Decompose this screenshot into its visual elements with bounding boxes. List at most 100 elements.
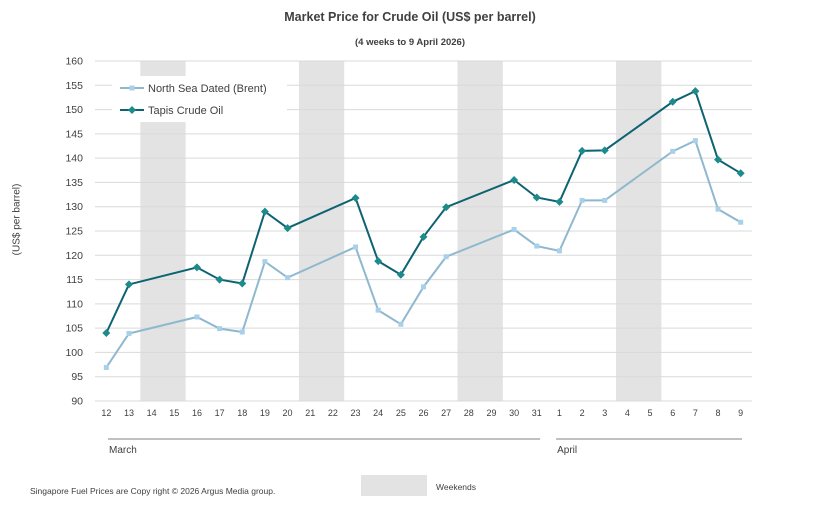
x-tick-label: 8 (716, 408, 721, 418)
x-tick-label: 29 (486, 408, 496, 418)
data-point-brent (239, 329, 245, 335)
data-point-brent (579, 197, 585, 203)
data-point-brent (398, 321, 404, 327)
data-point-tapis (510, 176, 519, 184)
x-tick-label: 27 (441, 408, 451, 418)
weekends-legend-label: Weekends (436, 482, 477, 492)
x-tick-label: 5 (648, 408, 653, 418)
data-point-brent (556, 248, 562, 254)
data-point-tapis (124, 280, 133, 289)
x-tick-label: 9 (738, 408, 743, 418)
x-tick-label: 14 (147, 408, 157, 418)
y-tick-label: 105 (65, 323, 83, 335)
y-tick-label: 100 (65, 347, 83, 359)
x-tick-label: 23 (351, 408, 361, 418)
legend-marker (128, 106, 136, 114)
data-point-tapis (192, 263, 201, 272)
x-tick-label: 20 (283, 408, 293, 418)
data-point-tapis (215, 275, 224, 284)
data-point-brent (103, 364, 109, 370)
legend: North Sea Dated (Brent) Tapis Crude Oil (112, 76, 287, 122)
data-point-tapis (532, 193, 541, 202)
chart-subtitle: (4 weeks to 9 April 2026) (354, 37, 465, 48)
data-point-tapis (600, 146, 609, 155)
x-tick-label: 19 (260, 408, 270, 418)
chart-title: Market Price for Crude Oil (US$ per barr… (284, 10, 536, 24)
x-tick-label: 3 (602, 408, 607, 418)
data-point-brent (443, 254, 449, 260)
data-point-tapis (260, 207, 269, 216)
x-tick-label: 21 (305, 408, 315, 418)
x-tick-label: 18 (237, 408, 247, 418)
x-tick-label: 13 (124, 408, 134, 418)
data-point-brent (602, 197, 608, 203)
data-point-brent (194, 314, 200, 320)
data-point-tapis (351, 193, 360, 202)
data-point-tapis (374, 257, 383, 266)
x-tick-label: 1 (557, 408, 562, 418)
data-point-brent (375, 307, 381, 313)
x-tick-label: 7 (693, 408, 698, 418)
data-point-brent (353, 244, 359, 250)
data-point-brent (715, 206, 721, 212)
data-point-brent (692, 138, 698, 144)
x-tick-label: 6 (670, 408, 675, 418)
x-tick-label: 15 (169, 408, 179, 418)
x-tick-label: 25 (396, 408, 406, 418)
data-point-brent (534, 243, 540, 249)
month-label-april: April (557, 445, 577, 456)
data-point-tapis (238, 279, 247, 288)
x-tick-label: 22 (328, 408, 338, 418)
y-tick-label: 120 (65, 250, 83, 262)
y-tick-label: 115 (66, 274, 83, 286)
data-point-brent (738, 219, 744, 225)
data-point-brent (285, 275, 291, 281)
data-point-tapis (691, 87, 700, 96)
x-tick-label: 17 (215, 408, 225, 418)
y-tick-label: 90 (71, 396, 83, 408)
data-point-brent (262, 259, 268, 265)
data-point-tapis (396, 270, 405, 279)
data-point-tapis (283, 224, 292, 233)
y-tick-label: 155 (65, 80, 83, 92)
y-tick-label: 145 (65, 128, 83, 140)
legend-background (112, 76, 287, 122)
month-label-march: March (109, 445, 137, 456)
data-point-brent (511, 227, 517, 233)
x-tick-label: 12 (101, 408, 111, 418)
data-point-tapis (714, 155, 723, 164)
data-point-tapis (668, 97, 677, 106)
x-tick-label: 28 (464, 408, 474, 418)
y-tick-label: 150 (65, 104, 83, 116)
x-tick-label: 30 (509, 408, 519, 418)
data-point-tapis (555, 197, 564, 206)
data-point-brent (126, 330, 132, 336)
y-tick-label: 130 (65, 201, 83, 213)
y-tick-label: 95 (71, 371, 83, 383)
copyright-note: Singapore Fuel Prices are Copy right © 2… (30, 486, 276, 496)
data-point-brent (421, 284, 426, 290)
y-tick-label: 160 (65, 56, 83, 68)
y-tick-label: 135 (65, 177, 83, 189)
legend-marker (129, 85, 135, 91)
data-point-brent (217, 326, 223, 332)
y-tick-label: 110 (66, 298, 83, 310)
y-tick-label: 140 (65, 153, 83, 165)
weekends-legend-swatch (361, 475, 427, 496)
y-tick-label: 125 (65, 226, 83, 238)
x-tick-label: 31 (532, 408, 542, 418)
x-tick-label: 26 (418, 408, 428, 418)
data-point-tapis (102, 329, 111, 337)
x-tick-label: 2 (580, 408, 585, 418)
x-tick-label: 16 (192, 408, 202, 418)
data-point-brent (670, 148, 676, 154)
data-point-tapis (442, 203, 451, 212)
x-tick-label: 24 (373, 408, 383, 418)
data-point-tapis (736, 169, 745, 178)
legend-label: Tapis Crude Oil (148, 105, 223, 117)
data-point-tapis (419, 232, 428, 241)
legend-label: North Sea Dated (Brent) (148, 83, 267, 95)
data-point-tapis (578, 146, 587, 155)
x-tick-label: 4 (625, 408, 630, 418)
